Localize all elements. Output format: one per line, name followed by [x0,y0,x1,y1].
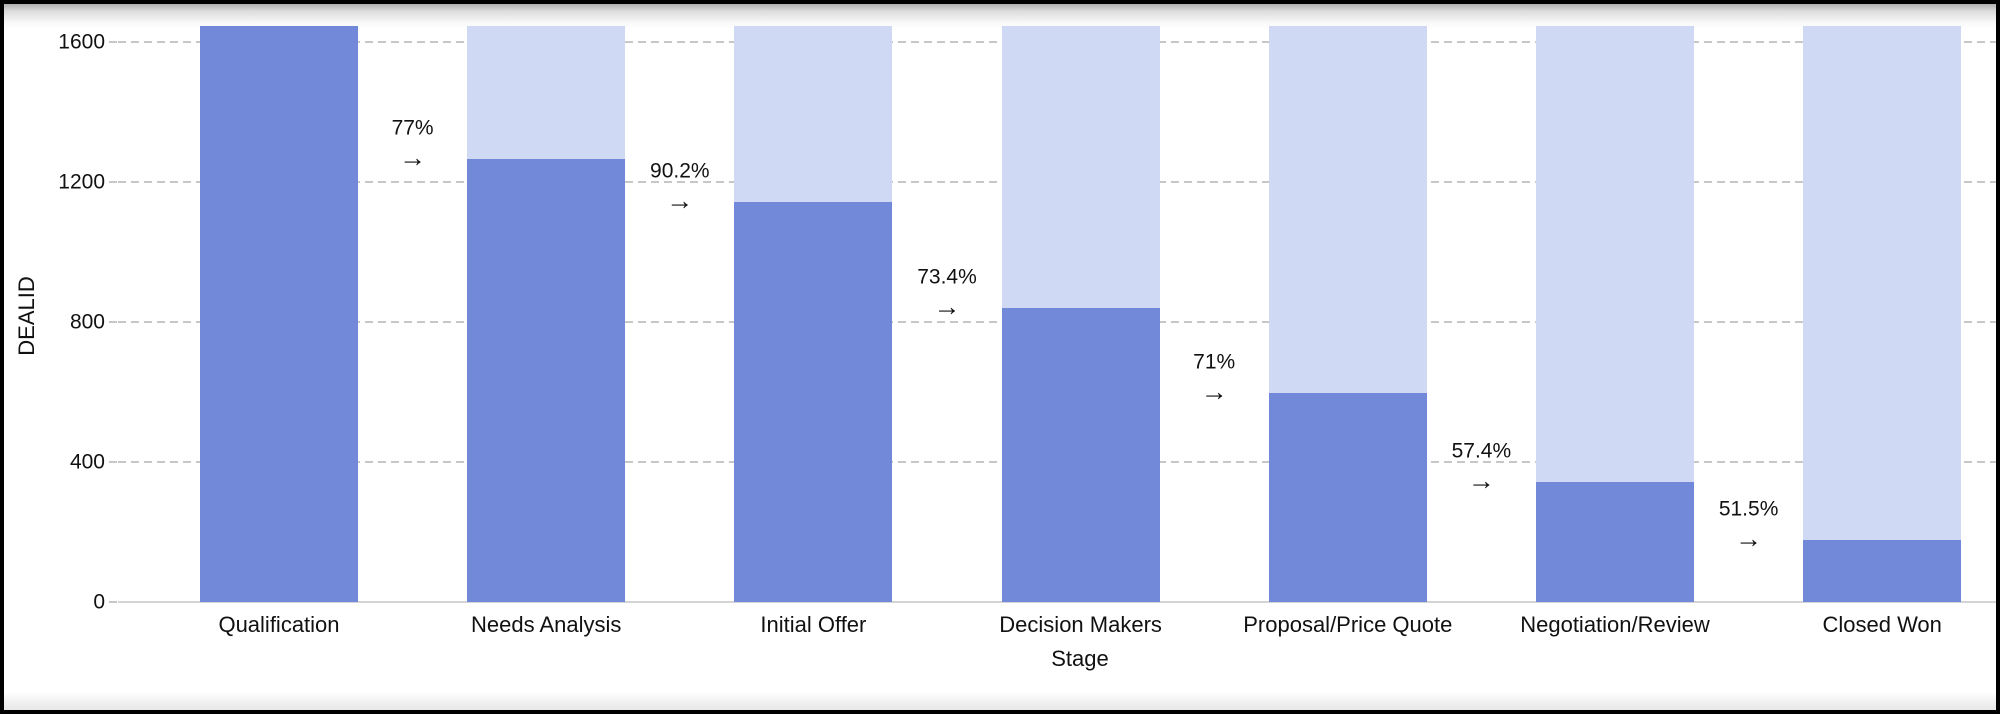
y-tick-mark-0 [109,601,117,603]
bar-1[interactable] [467,158,626,602]
conversion-arrow-icon-3: → [1200,376,1228,407]
y-tick-mark-800 [109,321,117,323]
x-tick-label-6: Closed Won [1822,612,1942,637]
chart-canvas: 0 400 800 1200 1600 Qualification Needs Analys… [4,4,1996,710]
conversion-arrow-icon-4: → [1467,465,1495,496]
x-tick-label-1: Needs Analysis [470,612,622,637]
x-tick-label-2: Initial Offer [760,612,867,637]
y-tick-mark-1200 [109,181,117,183]
y-tick-label-1200: 1200 [58,170,105,194]
plot-area: 0 400 800 1200 1600 Qualification Needs Analys… [4,4,1996,710]
y-tick-mark-400 [109,461,117,463]
y-axis-title: DEALID [14,276,39,356]
x-tick-label-3: Decision Makers [999,612,1162,637]
top-shadow-gradient [4,4,1996,30]
conversion-arrow-icon-5: → [1735,523,1763,554]
conversion-arrow-icon-1: → [666,185,694,216]
x-tick-label-5: Negotiation/Review [1520,612,1710,637]
bar-3[interactable] [1001,308,1160,602]
bottom-shadow-gradient [4,692,1996,710]
y-tick-mark-1600 [109,41,117,43]
conversion-arrow-icon-0: → [399,142,427,173]
y-tick-label-1600: 1600 [58,30,105,54]
x-axis-title: Stage [1051,646,1109,671]
bar-2[interactable] [734,201,893,602]
conversion-label-2: 73.4% [917,265,977,289]
bar-0[interactable] [200,26,358,602]
bar-5[interactable] [1536,482,1694,602]
x-axis-line [118,601,1996,603]
conversion-label-5: 51.5% [1718,497,1779,521]
x-tick-label-4: Proposal/Price Quote [1243,612,1453,637]
y-tick-label-800: 800 [69,310,105,334]
conversion-label-0: 77% [391,116,434,140]
conversion-label-1: 90.2% [650,159,710,183]
conversion-label-3: 71% [1193,350,1236,374]
y-tick-label-0: 0 [93,590,105,614]
bar-background-6 [1803,26,1962,602]
y-tick-label-400: 400 [69,450,105,474]
conversion-label-4: 57.4% [1451,439,1512,463]
conversion-arrow-icon-2: → [933,291,961,322]
bar-6[interactable] [1803,540,1962,602]
x-tick-label-0: Qualification [218,612,340,637]
bar-4[interactable] [1268,393,1427,602]
